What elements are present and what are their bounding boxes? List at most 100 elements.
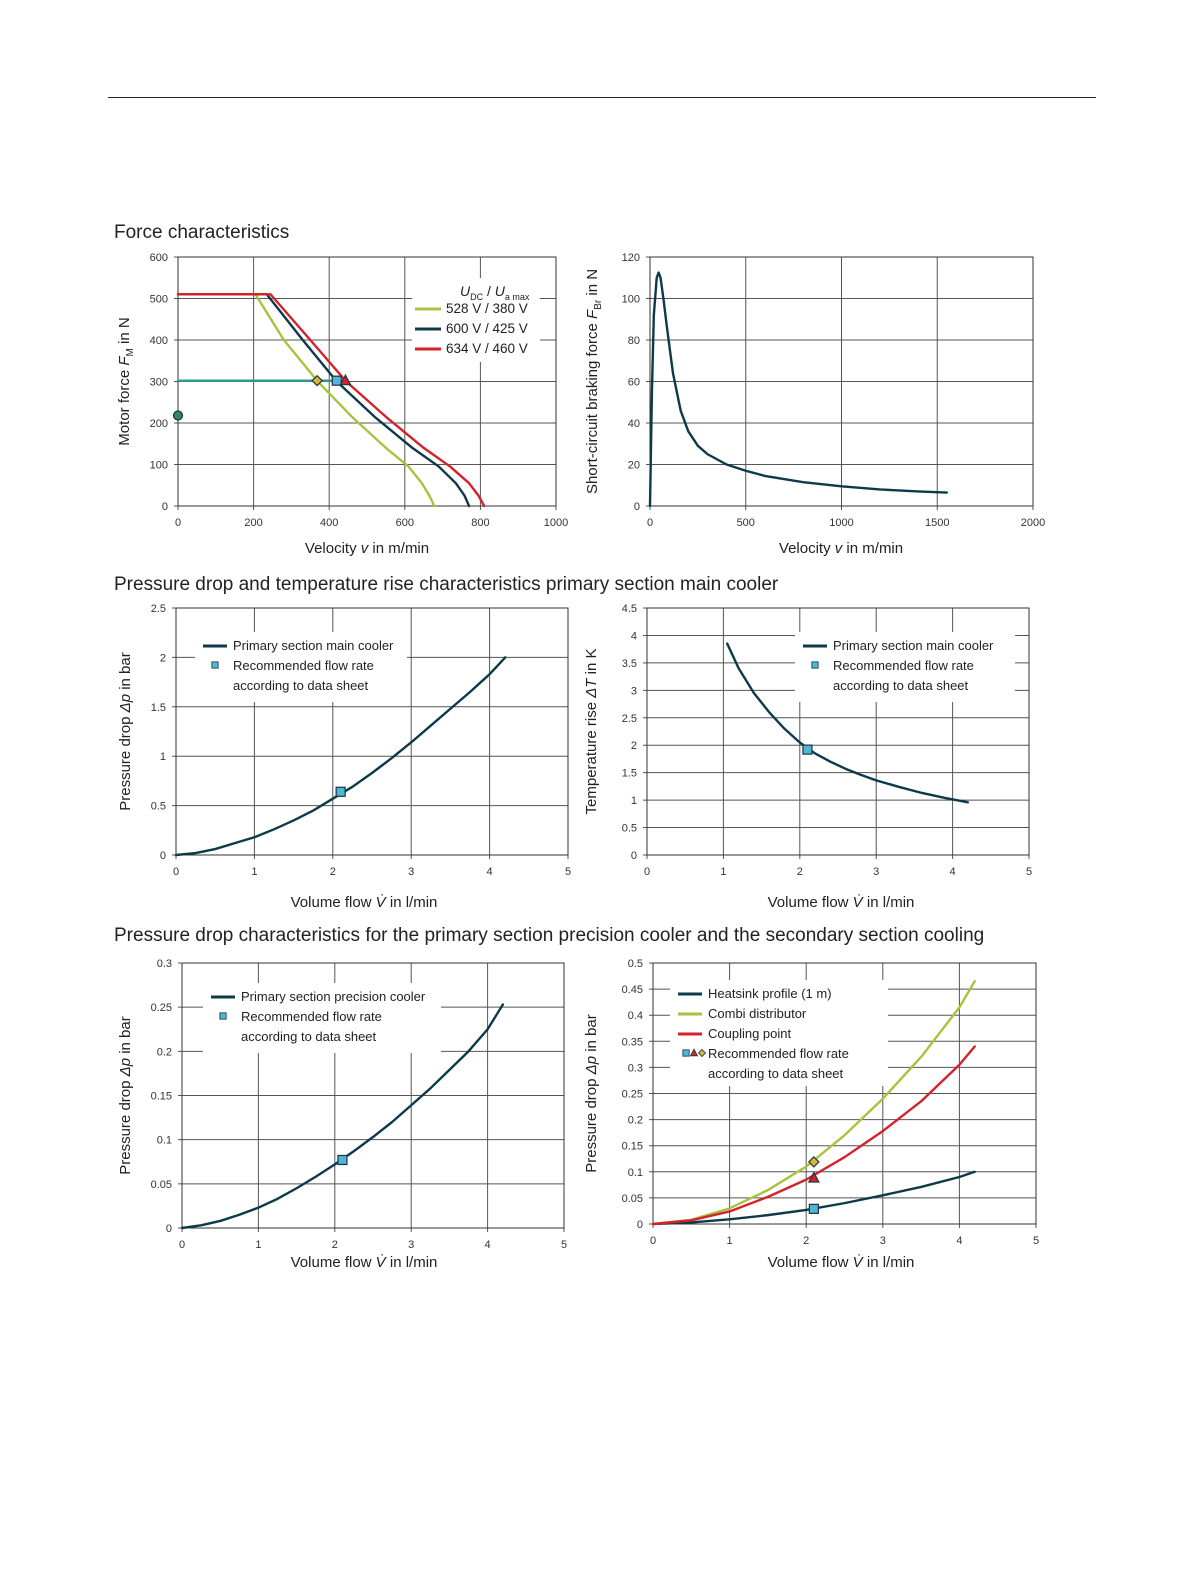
y-tick-label: 0.4 <box>628 1010 643 1022</box>
legend-entry: Combi distributor <box>708 1006 807 1021</box>
y-tick-label: 2 <box>631 740 637 752</box>
y-tick-label: 0.05 <box>151 1179 172 1191</box>
x-tick-label: 0 <box>647 517 653 529</box>
top-rule <box>108 97 1096 98</box>
chart-secondary-cooling-pressure: 0 1 2 3 4 5 0 0.05 0.1 0.15 0.2 0.25 0.3 0.35 0.4 0.45 0… <box>583 958 1039 1271</box>
x-tick-label: 3 <box>880 1235 886 1247</box>
legend-entry: Recommended flow rate <box>233 658 374 673</box>
legend: Primary section main cooler Recommended f… <box>803 638 994 693</box>
y-tick-label: 120 <box>622 252 640 264</box>
x-tick-label: 5 <box>565 866 571 878</box>
x-tick-label: 4 <box>956 1235 962 1247</box>
x-tick-label: 5 <box>1033 1235 1039 1247</box>
plot-frame <box>181 962 565 1229</box>
x-tick-label: 2 <box>803 1235 809 1247</box>
legend-entry: Recommended flow rate <box>241 1009 382 1024</box>
x-tick-label: 2000 <box>1021 517 1045 529</box>
marker-square <box>808 1203 819 1214</box>
y-tick-label: 0.25 <box>151 1002 172 1014</box>
x-tick-label: 1 <box>720 866 726 878</box>
y-tick-label: 0.05 <box>622 1193 643 1205</box>
chart-precision-cooler-pressure: 0 1 2 3 4 5 0 0.05 0.1 0.15 0.2 0.25 0.3 Pressure dro… <box>117 958 567 1271</box>
marker-diamond <box>808 1156 820 1168</box>
main-cooler-pressure-xlabel: Volume flow V̇ in l/min <box>291 894 438 911</box>
y-tick-label: 3 <box>631 685 637 697</box>
series-line-3 <box>176 293 486 508</box>
legend: Primary section precision cooler Recommen… <box>211 989 426 1044</box>
x-tick-label: 500 <box>737 517 755 529</box>
y-tick-label: 0 <box>160 850 166 862</box>
y-tick-label: 0.2 <box>157 1046 172 1058</box>
y-tick-label: 0.1 <box>628 1167 643 1179</box>
x-tick-label: 1000 <box>544 517 568 529</box>
section-title-pressure-secondary: Pressure drop characteristics for the pr… <box>114 925 985 946</box>
marker-square <box>802 744 813 755</box>
y-tick-label: 0 <box>631 850 637 862</box>
y-tick-label: 80 <box>628 335 640 347</box>
y-tick-label: 2.5 <box>151 603 166 615</box>
y-tick-label: 2 <box>160 652 166 664</box>
legend-entry: Heatsink profile (1 m) <box>708 986 832 1001</box>
y-tick-label: 400 <box>150 335 168 347</box>
marker-square <box>335 786 346 797</box>
marker-triangle <box>807 1171 820 1183</box>
x-tick-label: 5 <box>1026 866 1032 878</box>
y-tick-label: 0.1 <box>157 1135 172 1147</box>
y-tick-label: 0 <box>634 501 640 513</box>
legend-background <box>670 980 888 1086</box>
y-tick-label: 20 <box>628 460 640 472</box>
x-tick-label: 4 <box>485 1239 491 1251</box>
legend-marker-square <box>219 1012 227 1020</box>
x-tick-label: 2 <box>797 866 803 878</box>
legend-entry: 528 V / 380 V <box>446 301 528 316</box>
chart-main-cooler-pressure: 0 1 2 3 4 5 0 0.5 1 1.5 2 2.5 Pressure drop Δp in ba… <box>117 603 571 911</box>
x-tick-label: 0 <box>173 866 179 878</box>
y-tick-label: 0.3 <box>628 1062 643 1074</box>
x-tick-label: 5 <box>561 1239 567 1251</box>
chart-braking-force: 0 500 1000 1500 2000 0 20 40 60 80 100 120 Short-cir… <box>584 252 1045 557</box>
legend: Heatsink profile (1 m) Combi distributor C… <box>678 986 849 1081</box>
legend-background <box>195 632 407 702</box>
x-tick-label: 2 <box>330 866 336 878</box>
legend-entry: Primary section main cooler <box>833 638 994 653</box>
x-tick-label: 800 <box>471 517 489 529</box>
y-tick-label: 4.5 <box>622 603 637 615</box>
x-tick-label: 4 <box>487 866 493 878</box>
x-tick-label: 200 <box>244 517 262 529</box>
series-line-1 <box>726 642 970 804</box>
precision-cooler-pressure-ylabel: Pressure drop Δp in bar <box>117 1016 134 1175</box>
legend-entry: Coupling point <box>708 1026 792 1041</box>
y-tick-label: 0.2 <box>628 1115 643 1127</box>
y-tick-label: 0 <box>166 1223 172 1235</box>
legend-entry: according to data sheet <box>233 678 369 693</box>
x-tick-label: 4 <box>950 866 956 878</box>
x-tick-label: 0 <box>179 1239 185 1251</box>
main-cooler-temperature-ylabel: Temperature rise ΔT in K <box>583 649 600 815</box>
marker-diamond <box>311 374 323 387</box>
chart-main-cooler-temperature: 0 1 2 3 4 5 0 0.5 1 1.5 2 2.5 3 3.5 4 4.5 Temperature ri… <box>583 603 1032 911</box>
legend-entry: 634 V / 460 V <box>446 341 528 356</box>
plot-frame <box>649 256 1034 507</box>
series-line-2 <box>176 293 471 508</box>
x-tick-label: 1 <box>251 866 257 878</box>
y-tick-label: 0.15 <box>622 1141 643 1153</box>
motor-force-ylabel: Motor force FM in N <box>116 317 136 445</box>
marker-square <box>337 1154 348 1166</box>
y-tick-label: 0.5 <box>622 823 637 835</box>
braking-force-ylabel: Short-circuit braking force FBr in N <box>584 269 604 494</box>
marker-triangle <box>339 373 352 386</box>
y-tick-label: 200 <box>150 418 168 430</box>
chart-motor-force: 0 200 400 600 800 1000 0 100 200 300 400 500 600 Moto… <box>116 252 568 557</box>
main-cooler-pressure-ylabel: Pressure drop Δp in bar <box>117 652 134 811</box>
plot-frame <box>652 962 1037 1225</box>
y-tick-label: 1.5 <box>622 768 637 780</box>
legend-marker-triangle <box>689 1048 699 1057</box>
section-title-pressure-main: Pressure drop and temperature rise chara… <box>114 574 779 595</box>
plot-frame <box>175 607 569 856</box>
series-line-3 <box>651 1045 976 1226</box>
x-tick-label: 1 <box>255 1239 261 1251</box>
legend-entry: Recommended flow rate <box>708 1046 849 1061</box>
x-tick-label: 600 <box>396 517 414 529</box>
